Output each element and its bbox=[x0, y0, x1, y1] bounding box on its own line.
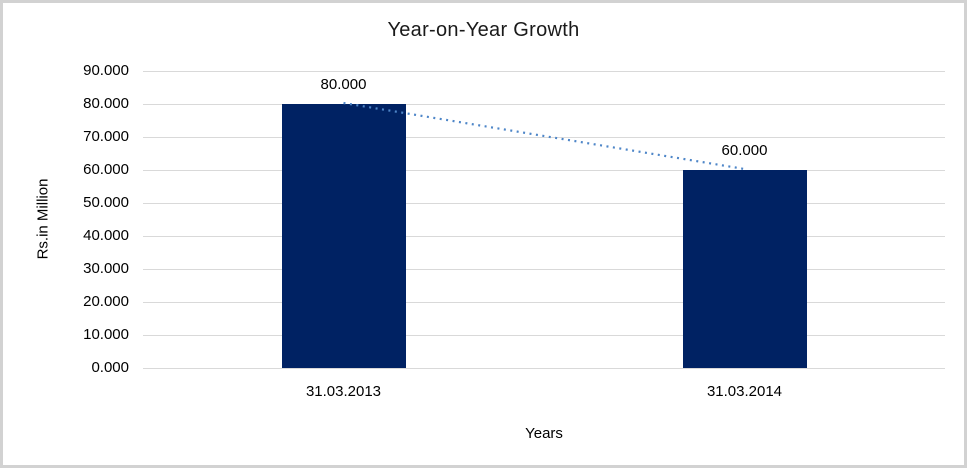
gridline bbox=[143, 136, 945, 138]
x-axis-title: Years bbox=[525, 425, 563, 442]
y-tick-label: 60.000 bbox=[83, 161, 129, 178]
data-label: 60.000 bbox=[721, 142, 768, 159]
gridline bbox=[143, 334, 945, 336]
bar-31.03.2013 bbox=[281, 104, 406, 368]
gridline bbox=[143, 169, 945, 171]
data-label: 80.000 bbox=[320, 76, 367, 93]
gridline bbox=[143, 367, 945, 369]
y-tick-label: 80.000 bbox=[83, 95, 129, 112]
chart-title: Year-on-Year Growth bbox=[387, 19, 580, 41]
y-axis-title: Rs.in Million bbox=[34, 178, 52, 260]
y-tick-label: 0.000 bbox=[91, 359, 129, 376]
x-tick-label: 31.03.2014 bbox=[706, 383, 783, 400]
y-tick-label: 50.000 bbox=[83, 194, 129, 211]
gridline bbox=[143, 202, 945, 204]
gridline bbox=[143, 103, 945, 105]
x-tick-label: 31.03.2013 bbox=[305, 383, 382, 400]
gridline bbox=[143, 70, 945, 72]
bar-31.03.2014 bbox=[682, 170, 807, 368]
y-tick-label: 20.000 bbox=[83, 293, 129, 310]
gridline bbox=[143, 235, 945, 237]
y-tick-label: 40.000 bbox=[83, 227, 129, 244]
gridline bbox=[143, 268, 945, 270]
y-tick-label: 10.000 bbox=[83, 326, 129, 343]
gridline bbox=[143, 301, 945, 303]
y-tick-label: 70.000 bbox=[83, 128, 129, 145]
y-tick-label: 90.000 bbox=[83, 62, 129, 79]
y-tick-label: 30.000 bbox=[83, 260, 129, 277]
